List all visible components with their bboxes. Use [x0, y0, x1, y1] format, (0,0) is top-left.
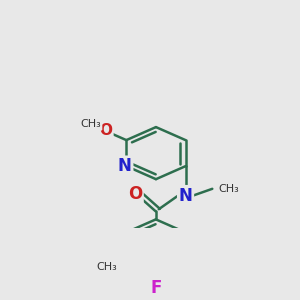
Text: N: N: [178, 187, 193, 205]
Text: F: F: [150, 279, 161, 297]
Text: N: N: [118, 157, 132, 175]
Text: O: O: [128, 185, 142, 203]
Text: CH₃: CH₃: [80, 119, 101, 130]
Text: O: O: [99, 124, 112, 139]
Text: CH₃: CH₃: [97, 262, 117, 272]
Text: CH₃: CH₃: [218, 184, 239, 194]
